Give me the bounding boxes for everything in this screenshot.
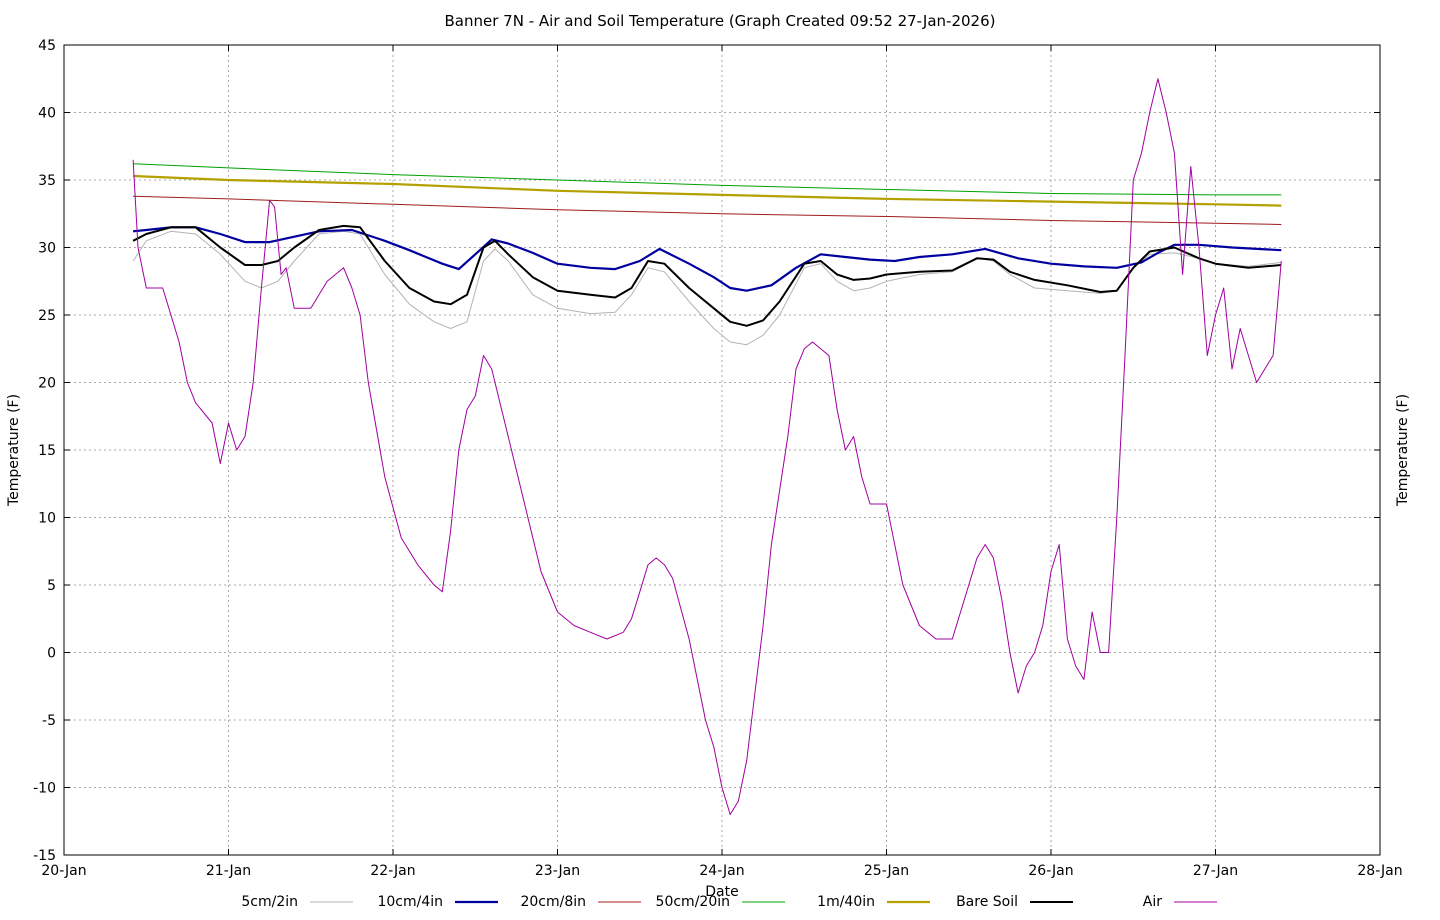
- grid-lines: [64, 45, 1380, 855]
- legend-label: 5cm/2in: [241, 894, 298, 910]
- y-tick-label: -5: [42, 713, 56, 729]
- x-tick-label: 23-Jan: [535, 863, 580, 879]
- series-line-10cm-4in: [132, 226, 1282, 292]
- x-tick-label: 28-Jan: [1357, 863, 1402, 879]
- y-tick-label: 5: [47, 578, 56, 594]
- series-line-20cm-8in: [133, 195, 1282, 225]
- legend-label: Bare Soil: [956, 894, 1018, 910]
- x-tick-label: 27-Jan: [1193, 863, 1238, 879]
- legend-label: 50cm/20in: [656, 894, 730, 910]
- y-tick-label: 15: [38, 443, 56, 459]
- y-tick-label: 35: [38, 173, 56, 189]
- y-tick-label: 45: [38, 38, 56, 54]
- x-tick-label: 26-Jan: [1028, 863, 1073, 879]
- x-tick-label: 20-Jan: [41, 863, 86, 879]
- y-tick-label: -15: [33, 848, 56, 864]
- y-tick-label: -10: [33, 781, 56, 797]
- y-tick-label: 25: [38, 308, 56, 324]
- x-axis-label: Date: [705, 884, 738, 900]
- series-line-1m-40in: [133, 174, 1282, 207]
- y-tick-label: 0: [47, 646, 56, 662]
- y-tick-label: 20: [38, 376, 56, 392]
- x-tick-label: 21-Jan: [206, 863, 251, 879]
- y-tick-label: 40: [38, 106, 56, 122]
- series-line-bare-soil: [132, 224, 1282, 327]
- series-line-50cm-20in: [133, 163, 1282, 196]
- series-line-air: [132, 78, 1282, 815]
- chart-title: Banner 7N - Air and Soil Temperature (Gr…: [445, 12, 996, 30]
- x-tick-label: 22-Jan: [370, 863, 415, 879]
- series-line-5cm-2in: [132, 230, 1282, 346]
- y-tick-label: 10: [38, 511, 56, 527]
- y-tick-label: 30: [38, 241, 56, 257]
- y-axis-label-right: Temperature (F): [1395, 394, 1411, 507]
- y-axis-label: Temperature (F): [6, 394, 22, 507]
- legend: 5cm/2in 10cm/4in 20cm/8in 50cm/20in 1m/40in B…: [241, 894, 1217, 910]
- legend-label: 20cm/8in: [520, 894, 586, 910]
- series-lines: [132, 78, 1282, 815]
- legend-label: 10cm/4in: [377, 894, 443, 910]
- axis-ticks: -15 -10 -5 0 5 10 15 20 25 30 35 40 45 20-Jan 21-Jan 22…: [33, 38, 1402, 879]
- x-tick-label: 25-Jan: [864, 863, 909, 879]
- legend-label: Air: [1143, 894, 1162, 910]
- legend-label: 1m/40in: [817, 894, 875, 910]
- x-tick-label: 24-Jan: [699, 863, 744, 879]
